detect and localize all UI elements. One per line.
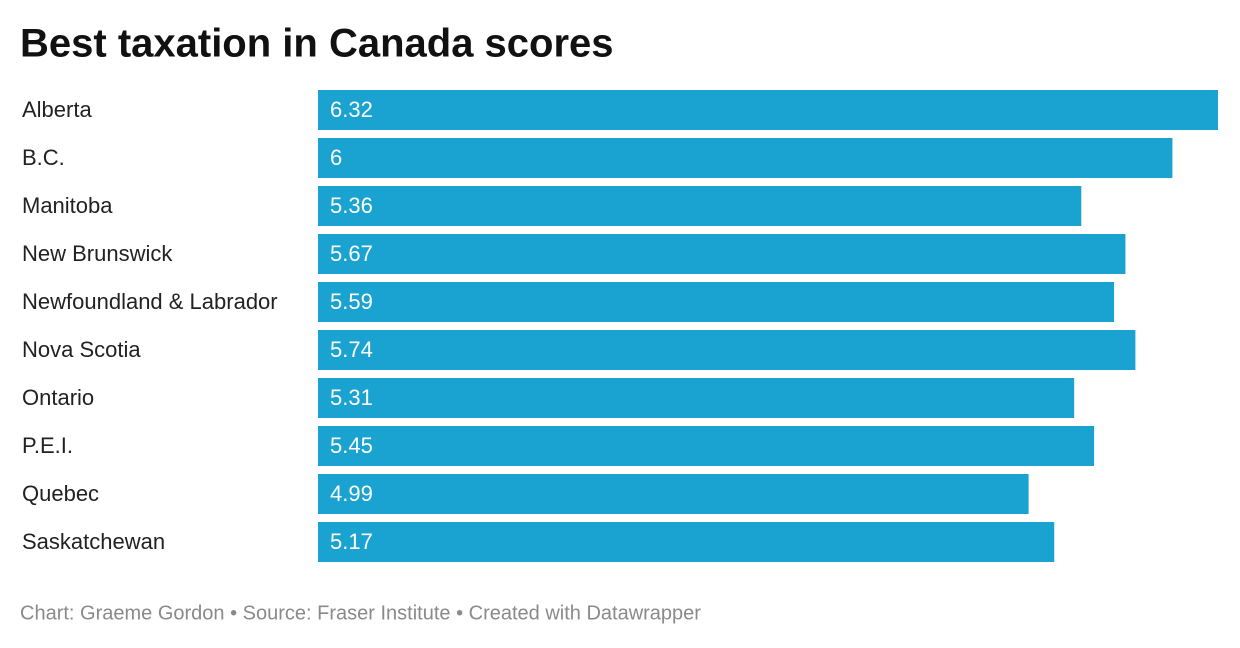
- chart-title: Best taxation in Canada scores: [20, 22, 614, 66]
- category-label: P.E.I.: [22, 433, 73, 458]
- value-label: 5.59: [330, 289, 373, 314]
- value-label: 6: [330, 145, 342, 170]
- category-label: B.C.: [22, 145, 65, 170]
- bar: [318, 522, 1055, 562]
- bar: [318, 282, 1115, 322]
- category-label: Manitoba: [22, 193, 113, 218]
- bar: [318, 378, 1075, 418]
- bar: [318, 138, 1173, 178]
- value-label: 5.17: [330, 529, 373, 554]
- bar: [318, 186, 1082, 226]
- value-label: 5.36: [330, 193, 373, 218]
- value-label: 5.67: [330, 241, 373, 266]
- bar: [318, 234, 1126, 274]
- category-label: Saskatchewan: [22, 529, 165, 554]
- category-label: New Brunswick: [22, 241, 173, 266]
- category-label: Ontario: [22, 385, 94, 410]
- category-label: Quebec: [22, 481, 99, 506]
- value-label: 5.74: [330, 337, 373, 362]
- bar: [318, 426, 1095, 466]
- footer: Chart: Graeme Gordon • Source: Fraser In…: [20, 602, 701, 624]
- value-label: 5.45: [330, 433, 373, 458]
- value-label: 6.32: [330, 97, 373, 122]
- category-label: Nova Scotia: [22, 337, 141, 362]
- category-label: Alberta: [22, 97, 92, 122]
- category-label: Newfoundland & Labrador: [22, 289, 278, 314]
- bar: [318, 90, 1218, 130]
- bar: [318, 474, 1029, 514]
- value-label: 5.31: [330, 385, 373, 410]
- bar: [318, 330, 1136, 370]
- value-label: 4.99: [330, 481, 373, 506]
